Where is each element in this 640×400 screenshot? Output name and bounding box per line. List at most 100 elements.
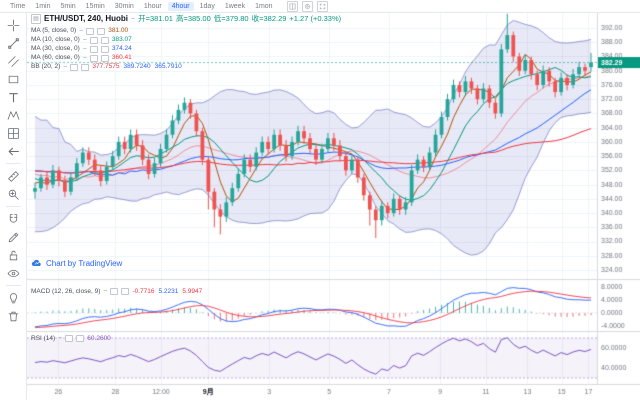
settings-icon[interactable] xyxy=(121,288,130,295)
legend-row-ma-3-value-0: 360.41 xyxy=(111,54,132,62)
drawing-toolbar xyxy=(0,13,27,400)
legend-row-ma-1-collapse[interactable]: ~ xyxy=(82,37,87,44)
visibility-toggle-icon[interactable] xyxy=(86,28,95,35)
timeframe-15min[interactable]: 15min xyxy=(85,2,105,10)
drawing-lock-icon[interactable] xyxy=(5,229,21,245)
legend-row-ma-3[interactable]: MA (60, close, 0) ~360.41 xyxy=(31,54,344,63)
trend-line-icon[interactable] xyxy=(5,35,21,51)
text-icon[interactable] xyxy=(5,89,21,105)
chart-legend: ▤ ETH/USDT, 240, Huobi ~ 开=381.01 高=385.0… xyxy=(31,14,344,72)
tradingview-watermark[interactable]: Chart by TradingView xyxy=(31,259,122,268)
rsi-label: RSI (14) xyxy=(31,335,56,342)
settings-icon[interactable] xyxy=(100,37,109,44)
rectangle-icon[interactable] xyxy=(5,71,21,87)
visibility-toggle-icon[interactable] xyxy=(89,37,98,44)
visibility-toggle-icon[interactable] xyxy=(89,46,98,53)
zoom-in-icon[interactable] xyxy=(5,186,21,202)
toolbar-divider xyxy=(5,206,21,207)
legend-row-ma-2-label: MA (30, close, 0) xyxy=(31,45,80,53)
symbol-title[interactable]: ETH/USDT, 240, Huobi xyxy=(44,14,129,23)
snapshot-icon[interactable] xyxy=(301,0,313,12)
timeframe-5min[interactable]: 5min xyxy=(60,2,76,10)
fullscreen-icon[interactable] xyxy=(316,0,328,12)
indicator-legend-rows: MA (5, close, 0) ~381.00 MA (10, close, 0)… xyxy=(31,27,344,72)
visibility-toggle-icon[interactable] xyxy=(65,335,74,342)
macd-label: MACD (12, 26, close, 9) xyxy=(31,288,101,295)
layout-icon[interactable] xyxy=(286,0,298,12)
settings-icon[interactable] xyxy=(81,64,90,71)
macd-value-2: 5.9947 xyxy=(182,288,203,295)
legend-row-ma-2-value-0: 374.24 xyxy=(111,45,132,53)
timeframe-30min[interactable]: 30min xyxy=(114,2,134,10)
visibility-toggle-icon[interactable] xyxy=(89,55,98,62)
interval-toolbar: Time 1min 5min 15min 30min 1hour 4hour 1day 1wee… xyxy=(0,0,640,13)
lock-icon[interactable] xyxy=(5,247,21,263)
symbol-menu-icon[interactable]: ▤ xyxy=(31,14,41,24)
change-value: +1.27 (+0.33%) xyxy=(289,14,342,23)
timeframe-1min[interactable]: 1min xyxy=(35,2,51,10)
open-value: 开=381.01 xyxy=(138,14,173,23)
timeframe-4hour[interactable]: 4hour xyxy=(167,1,194,11)
legend-row-ma-0-label: MA (5, close, 0) xyxy=(31,27,77,35)
macd-value-1: 5.2231 xyxy=(158,288,179,295)
ruler-icon[interactable] xyxy=(5,168,21,184)
legend-row-bb-4-value-2: 365.7910 xyxy=(154,63,182,71)
low-value: 低=379.80 xyxy=(213,14,249,23)
legend-collapse-char[interactable]: ~ xyxy=(131,15,136,23)
timeframe-time[interactable]: Time xyxy=(10,2,26,10)
legend-row-ma-0-value-0: 381.00 xyxy=(108,27,129,35)
forecast-icon[interactable] xyxy=(5,125,21,141)
timeframe-1day[interactable]: 1day xyxy=(199,2,215,10)
rsi-collapse[interactable]: ~ xyxy=(58,335,63,342)
magnet-icon[interactable] xyxy=(5,211,21,227)
legend-row-ma-1-label: MA (10, close, 0) xyxy=(31,36,80,44)
legend-row-bb-4[interactable]: BB (20, 2) ~377.7575 389.7240 365.7910 xyxy=(31,63,344,72)
close-value: 收=382.29 xyxy=(251,14,287,23)
legend-row-bb-4-label: BB (20, 2) xyxy=(31,63,61,71)
xabcd-pattern-icon[interactable] xyxy=(5,107,21,123)
settings-icon[interactable] xyxy=(76,335,85,342)
timeframe-buttons: Time 1min 5min 15min 30min 1hour 4hour 1day 1wee… xyxy=(6,1,277,11)
eye-icon[interactable] xyxy=(5,265,21,281)
legend-row-ma-1[interactable]: MA (10, close, 0) ~383.07 xyxy=(31,36,344,45)
legend-row-ma-1-value-0: 383.07 xyxy=(111,36,132,44)
visibility-toggle-icon[interactable] xyxy=(70,64,79,71)
legend-row-ma-2[interactable]: MA (30, close, 0) ~374.24 xyxy=(31,45,344,54)
ohlc-values: 开=381.01 高=385.00 低=379.80 收=382.29 +1.27 (+… xyxy=(138,15,344,23)
legend-row-bb-4-value-1: 389.7240 xyxy=(123,63,151,71)
toolbar-divider xyxy=(5,285,21,286)
macd-collapse[interactable]: ~ xyxy=(103,288,108,295)
idea-icon[interactable] xyxy=(5,290,21,306)
rsi-value-0: 60.2600 xyxy=(87,335,111,342)
high-value: 高=385.00 xyxy=(175,14,211,23)
timeframe-1hour[interactable]: 1hour xyxy=(143,2,162,10)
legend-row-bb-4-collapse[interactable]: ~ xyxy=(63,64,68,71)
parallel-channel-icon[interactable] xyxy=(5,53,21,69)
settings-icon[interactable] xyxy=(100,55,109,62)
legend-row-ma-0-collapse[interactable]: ~ xyxy=(79,28,84,35)
rsi[interactable]: RSI (14) ~60.2600 xyxy=(31,334,115,343)
settings-icon[interactable] xyxy=(100,46,109,53)
trash-icon[interactable] xyxy=(5,308,21,324)
legend-row-ma-3-collapse[interactable]: ~ xyxy=(82,55,87,62)
settings-icon[interactable] xyxy=(97,28,106,35)
chart-canvas[interactable] xyxy=(27,13,640,400)
timeframe-1week[interactable]: 1week xyxy=(224,2,246,10)
rsi-legend-row[interactable]: RSI (14) ~60.2600 xyxy=(31,334,115,343)
macd-legend-row[interactable]: MACD (12, 26, close, 9) ~ -0.7716 5.2231 5.9… xyxy=(31,287,206,296)
tradingview-logo-icon xyxy=(31,259,41,267)
toolbar-divider xyxy=(5,163,21,164)
arrow-icon[interactable] xyxy=(5,143,21,159)
legend-row-ma-3-label: MA (60, close, 0) xyxy=(31,54,80,62)
symbol-legend-row[interactable]: ▤ ETH/USDT, 240, Huobi ~ 开=381.01 高=385.0… xyxy=(31,14,344,24)
legend-row-ma-2-collapse[interactable]: ~ xyxy=(82,46,87,53)
visibility-toggle-icon[interactable] xyxy=(110,288,119,295)
crosshair-icon[interactable] xyxy=(5,17,21,33)
macd-value-0: -0.7716 xyxy=(132,288,155,295)
legend-row-ma-0[interactable]: MA (5, close, 0) ~381.00 xyxy=(31,27,344,36)
watermark-text: Chart by TradingView xyxy=(46,259,123,268)
macd[interactable]: MACD (12, 26, close, 9) ~ -0.7716 5.2231 5.9… xyxy=(31,287,206,296)
timeframe-1mon[interactable]: 1mon xyxy=(255,2,273,10)
legend-row-bb-4-value-0: 377.7575 xyxy=(92,63,120,71)
